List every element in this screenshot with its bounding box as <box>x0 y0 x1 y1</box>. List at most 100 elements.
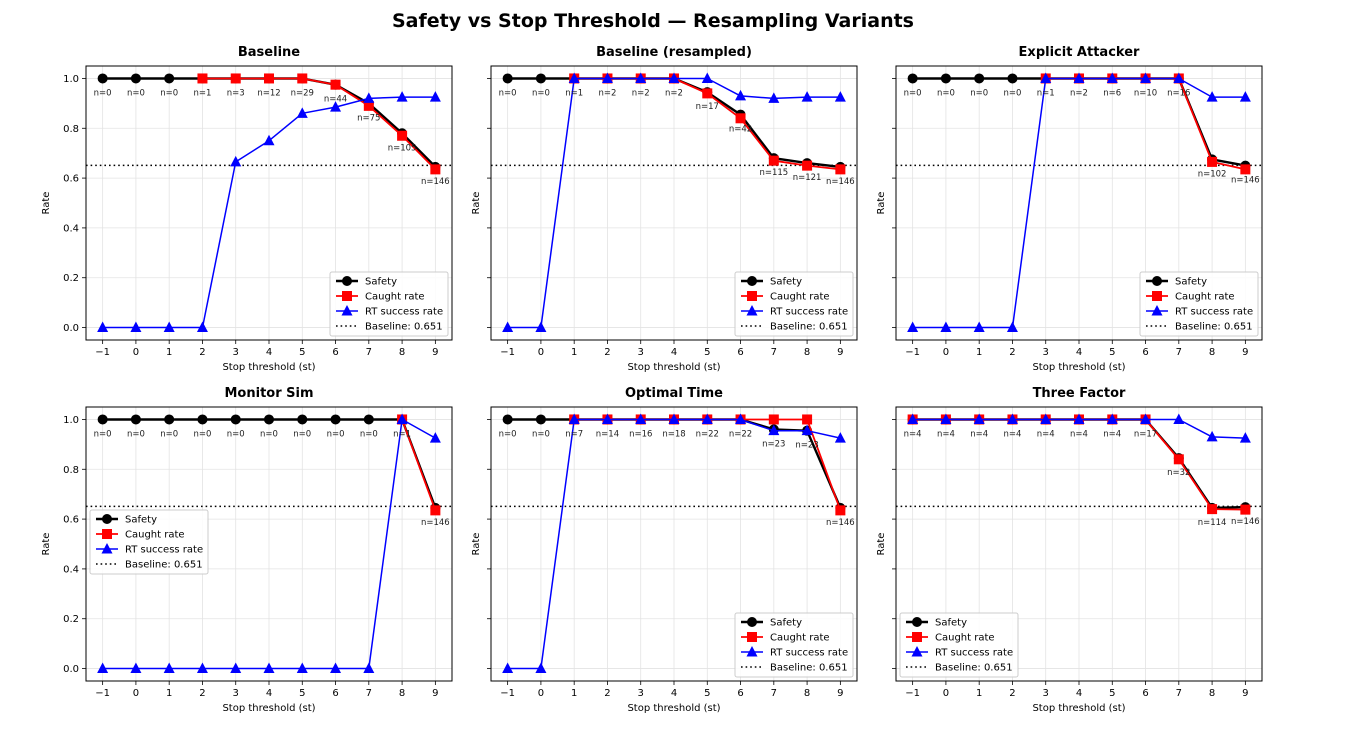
n-label: n=0 <box>94 429 112 439</box>
x-tick-label: 7 <box>771 688 777 699</box>
rt-point <box>907 413 919 424</box>
x-tick-label: 7 <box>1176 688 1182 699</box>
rt-point <box>263 662 275 674</box>
n-label: n=1 <box>1037 88 1055 98</box>
n-label: n=0 <box>160 429 178 439</box>
x-tick-label: 2 <box>1009 347 1015 358</box>
x-tick-label: 0 <box>538 688 544 699</box>
rt-point <box>907 321 919 333</box>
plot-frame <box>85 406 453 682</box>
legend-rt-marker <box>746 646 758 657</box>
rt-point <box>568 72 580 83</box>
n-label: n=0 <box>904 88 922 98</box>
panel-title: Optimal Time <box>625 386 723 401</box>
x-tick-label: 0 <box>538 347 544 358</box>
x-tick-label: 8 <box>1209 688 1215 699</box>
x-tick-label: 7 <box>366 688 372 699</box>
n-label: n=4 <box>970 429 988 439</box>
rt-point <box>1006 321 1018 333</box>
legend-safety-label: Safety <box>1175 277 1207 288</box>
legend-box <box>329 271 449 337</box>
caught-point <box>430 164 441 175</box>
x-tick-label: 8 <box>399 347 405 358</box>
n-label: n=7 <box>565 429 583 439</box>
rt-point <box>1140 413 1152 424</box>
legend: Safety Caught rate RT success rate Baseline… <box>734 271 854 337</box>
x-tick-label: 1 <box>571 347 577 358</box>
n-label: n=105 <box>388 143 417 153</box>
y-axis-label: Rate <box>471 192 482 215</box>
x-axis-label: Stop threshold (st) <box>222 362 315 373</box>
x-tick-label: 7 <box>366 347 372 358</box>
rt-point <box>130 662 142 674</box>
n-label: n=4 <box>1070 429 1088 439</box>
rt-point <box>1239 91 1251 102</box>
chart-panel: Three Factor −1 0 1 2 3 4 5 6 7 8 9 Stop threshold (… <box>876 386 1263 714</box>
n-label: n=146 <box>826 177 855 187</box>
n-label: n=22 <box>729 429 752 439</box>
chart-panel: Optimal Time −1 0 1 2 3 4 5 6 7 8 9 Stop threshold (… <box>471 386 858 714</box>
x-tick-label: 4 <box>266 347 272 358</box>
legend-rt-marker <box>911 646 923 657</box>
x-tick-label: 4 <box>1076 688 1082 699</box>
rt-point <box>973 321 985 333</box>
rt-point <box>801 424 813 436</box>
n-label: n=4 <box>1103 429 1121 439</box>
legend-caught-label: Caught rate <box>365 292 425 303</box>
x-tick-label: 8 <box>804 347 810 358</box>
legend-baseline-label: Baseline: 0.651 <box>770 322 848 333</box>
rt-point <box>296 107 308 118</box>
safety-point <box>940 73 951 84</box>
caught-point <box>397 130 408 141</box>
legend-safety-label: Safety <box>770 277 802 288</box>
caught-line <box>401 419 437 511</box>
y-tick-label: 0.2 <box>63 614 79 625</box>
n-label: n=22 <box>696 429 719 439</box>
panel-title: Baseline <box>238 45 300 60</box>
legend-safety-label: Safety <box>935 618 967 629</box>
legend-box <box>734 271 854 337</box>
caught-line <box>202 77 437 171</box>
x-tick-label: 9 <box>432 688 438 699</box>
safety-point <box>535 73 546 84</box>
legend-rt-marker <box>101 543 113 554</box>
x-tick-label: 4 <box>1076 347 1082 358</box>
x-tick-label: 3 <box>1043 347 1049 358</box>
rt-point <box>1206 430 1218 442</box>
caught-point <box>835 505 846 516</box>
n-label: n=121 <box>793 173 822 183</box>
rt-point <box>1073 413 1085 424</box>
safety-point <box>230 414 241 425</box>
x-tick-label: 4 <box>671 347 677 358</box>
rt-point <box>735 413 747 424</box>
rt-point <box>1239 432 1251 443</box>
n-label: n=0 <box>499 429 517 439</box>
legend-safety-marker <box>102 514 112 524</box>
caught-point <box>197 73 208 84</box>
y-tick-label: 0.0 <box>63 664 79 675</box>
caught-point <box>264 73 274 84</box>
rt-point <box>601 72 613 83</box>
rt-point <box>330 101 342 112</box>
n-label: n=4 <box>1037 429 1055 439</box>
y-tick-label: 0.8 <box>63 465 79 476</box>
rt-point <box>568 413 580 424</box>
panel-title: Three Factor <box>1033 386 1126 401</box>
caught-point <box>330 79 341 90</box>
x-tick-label: 9 <box>432 347 438 358</box>
rt-point <box>330 662 342 674</box>
n-label: n=0 <box>360 429 378 439</box>
legend-rt-label: RT success rate <box>770 307 848 318</box>
rt-point <box>1173 72 1185 83</box>
rt-point <box>230 662 242 674</box>
x-tick-label: 6 <box>1142 688 1148 699</box>
safety-point <box>97 414 108 425</box>
chart-panels: Baseline −1 0 1 2 3 4 5 6 7 8 9 0.0 0.2 0.4 0.6 0.8 1.0 St… <box>41 45 1263 714</box>
x-axis-label: Stop threshold (st) <box>1032 703 1125 714</box>
caught-point <box>1207 504 1218 515</box>
y-tick-label: 1.0 <box>63 74 79 85</box>
safety-point <box>502 414 513 425</box>
x-tick-label: −1 <box>95 688 110 699</box>
rt-point <box>973 413 985 424</box>
